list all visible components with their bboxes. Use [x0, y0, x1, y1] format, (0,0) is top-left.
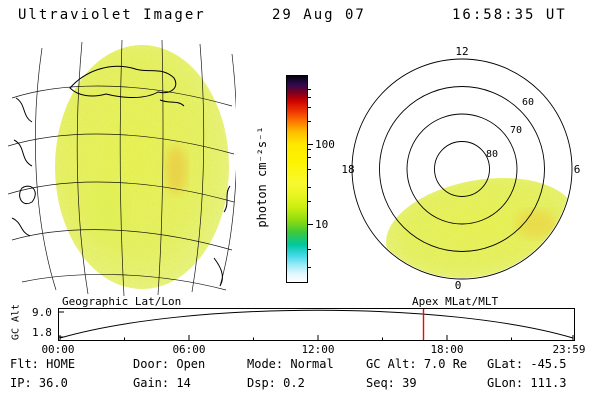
status-label: Gain: [133, 376, 170, 390]
status-label: GLon: [487, 376, 524, 390]
status-label: Door: [133, 357, 170, 371]
status-value: Normal [290, 357, 334, 371]
status-flt: Flt: HOME [10, 357, 75, 371]
status-label: GLat: [487, 357, 524, 371]
stripchart-ytick-bottom: 1.8 [32, 326, 52, 339]
colorbar-minor-tick [308, 201, 311, 202]
colorbar-minor-tick [308, 249, 311, 250]
mlat-label-70: 70 [510, 125, 522, 136]
colorbar-tick-100 [308, 144, 313, 145]
status-value: 111.3 [530, 376, 567, 390]
polar-rings [351, 58, 573, 280]
status-value: HOME [46, 357, 76, 371]
mlt-label-0: 0 [455, 279, 462, 292]
stripchart-ticks [59, 311, 574, 340]
colorbar-minor-tick [308, 97, 311, 98]
colorbar-tick-10 [308, 224, 313, 225]
colorbar-minor-tick [308, 267, 311, 268]
colorbar-minor-tick [308, 169, 311, 170]
status-mode: Mode: Normal [247, 357, 334, 371]
mlt-label-12: 12 [455, 45, 468, 58]
status-label: GC Alt: [366, 357, 417, 371]
status-value: 39 [402, 376, 417, 390]
status-door: Door: Open [133, 357, 205, 371]
colorbar-tick-label-100: 100 [315, 138, 335, 151]
status-glat: GLat: -45.5 [487, 357, 566, 371]
mlat-label-60: 60 [522, 97, 534, 108]
stripchart-ytick-top: 9.0 [32, 306, 52, 319]
time-tick-label: 23:59 [552, 343, 586, 356]
status-label: Mode: [247, 357, 284, 371]
status-label: Flt: [10, 357, 39, 371]
header-time: 16:58:35 UT [452, 7, 567, 23]
status-value: 14 [176, 376, 191, 390]
polar-panel-title: Apex MLat/MLT [412, 295, 499, 308]
colorbar-minor-tick [308, 149, 311, 150]
colorbar-minor-tick [308, 157, 311, 158]
colorbar [286, 75, 308, 283]
time-tick-label: 12:00 [301, 343, 335, 356]
status-gain: Gain: 14 [133, 376, 191, 390]
mlt-label-6: 6 [574, 163, 581, 176]
gc-alt-curve [59, 309, 574, 339]
stripchart-frame [58, 308, 575, 341]
colorbar-minor-tick [308, 107, 311, 108]
mlt-label-18: 18 [341, 163, 354, 176]
time-tick-label: 00:00 [41, 343, 75, 356]
status-ip: IP: 36.0 [10, 376, 68, 390]
stripchart-y-axis-label: GC Alt [10, 303, 22, 341]
stripchart [58, 308, 575, 341]
status-dsp: Dsp: 0.2 [247, 376, 305, 390]
mlat-label-80: 80 [486, 149, 498, 160]
colorbar-minor-tick [308, 89, 311, 90]
status-value: Open [176, 357, 206, 371]
status-label: Dsp: [247, 376, 276, 390]
status-value: 7.0 Re [423, 357, 468, 371]
status-gc-alt: GC Alt: 7.0 Re [366, 357, 467, 371]
status-value: -45.5 [530, 357, 567, 371]
status-label: IP: [10, 376, 32, 390]
status-label: Seq: [366, 376, 395, 390]
status-value: 0.2 [283, 376, 305, 390]
header-date: 29 Aug 07 [272, 7, 366, 23]
status-value: 36.0 [38, 376, 68, 390]
geo-coastlines [11, 65, 231, 287]
time-tick-label: 06:00 [172, 343, 206, 356]
geo-image [8, 40, 236, 297]
geo-grid [8, 40, 236, 297]
colorbar-minor-tick [308, 187, 311, 188]
status-seq: Seq: 39 [366, 376, 417, 390]
colorbar-minor-tick [308, 121, 311, 122]
page-title: Ultraviolet Imager [18, 7, 206, 23]
polar-image: 12 18 6 0 60 70 80 [341, 45, 580, 292]
status-glon: GLon: 111.3 [487, 376, 566, 390]
colorbar-tick-label-10: 10 [315, 218, 329, 231]
uv-blob-geo [55, 45, 229, 289]
time-tick-label: 18:00 [430, 343, 464, 356]
polar-labels: 12 18 6 0 60 70 80 [341, 45, 580, 292]
geo-panel-title: Geographic Lat/Lon [62, 295, 182, 308]
colorbar-axis-label: photon cm⁻²s⁻¹ [255, 126, 269, 228]
